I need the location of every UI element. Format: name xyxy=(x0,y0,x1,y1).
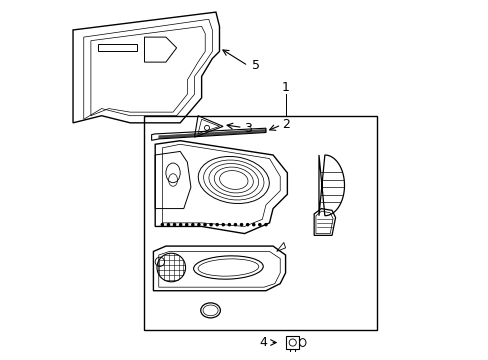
Circle shape xyxy=(216,224,218,226)
Text: 5: 5 xyxy=(251,59,259,72)
Circle shape xyxy=(191,224,193,226)
Circle shape xyxy=(246,224,248,226)
Circle shape xyxy=(222,224,224,226)
Circle shape xyxy=(179,224,182,226)
Circle shape xyxy=(198,224,200,226)
Circle shape xyxy=(264,224,266,226)
Circle shape xyxy=(173,224,175,226)
Circle shape xyxy=(209,224,212,226)
Circle shape xyxy=(258,224,261,226)
Text: 2: 2 xyxy=(282,118,289,131)
Circle shape xyxy=(203,224,205,226)
Circle shape xyxy=(252,224,254,226)
Bar xyxy=(144,116,376,330)
Circle shape xyxy=(228,224,230,226)
Circle shape xyxy=(234,224,236,226)
Circle shape xyxy=(161,224,163,226)
Circle shape xyxy=(167,224,169,226)
Circle shape xyxy=(240,224,242,226)
Bar xyxy=(285,336,299,349)
Circle shape xyxy=(185,224,187,226)
Text: 1: 1 xyxy=(281,81,289,94)
Text: 4: 4 xyxy=(259,336,267,349)
Text: 3: 3 xyxy=(244,122,252,135)
